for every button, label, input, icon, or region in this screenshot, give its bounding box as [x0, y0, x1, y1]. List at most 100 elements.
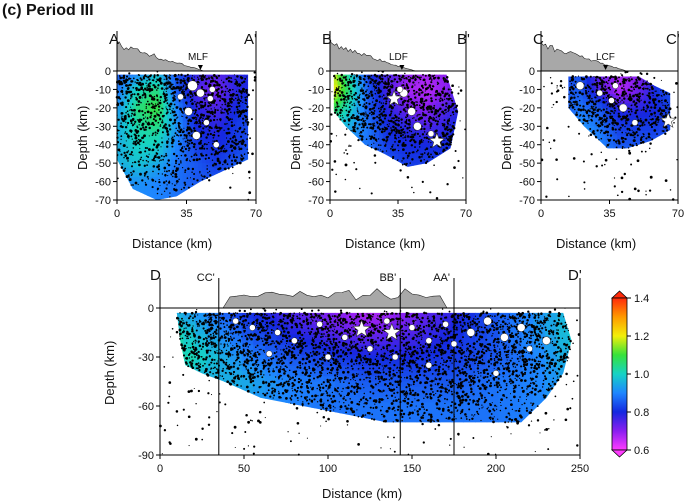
- velocity-cell: [390, 149, 395, 155]
- earthquake-dot: [163, 190, 166, 193]
- earthquake-dot: [426, 147, 428, 150]
- earthquake-dot: [173, 118, 177, 122]
- earthquake-dot: [180, 123, 182, 125]
- earthquake-dot: [186, 103, 188, 105]
- earthquake-dot: [146, 117, 149, 120]
- earthquake-dot: [451, 102, 455, 106]
- velocity-cell: [236, 176, 242, 183]
- velocity-cell: [345, 135, 350, 141]
- velocity-cell: [375, 168, 379, 173]
- earthquake-dot: [196, 117, 198, 119]
- earthquake-dot: [227, 131, 231, 135]
- earthquake-dot: [166, 99, 169, 101]
- earthquake-dot: [418, 116, 422, 120]
- earthquake-dot: [130, 165, 134, 168]
- earthquake-dot: [238, 140, 241, 143]
- velocity-cell: [124, 117, 130, 123]
- velocity-cell: [136, 176, 141, 183]
- velocity-cell: [244, 84, 249, 91]
- earthquake-dot: [442, 134, 445, 138]
- earthquake-dot: [336, 112, 339, 114]
- earthquake-dot: [246, 118, 249, 121]
- velocity-cell: [375, 172, 379, 177]
- earthquake-dot: [339, 108, 343, 112]
- earthquake-dot: [128, 178, 132, 182]
- earthquake-dot: [435, 152, 439, 156]
- earthquake-dot: [127, 134, 130, 137]
- velocity-cell: [424, 144, 429, 150]
- velocity-cell: [364, 74, 369, 77]
- earthquake-dot: [229, 111, 232, 114]
- velocity-cell: [182, 75, 188, 81]
- earthquake-dot: [406, 154, 410, 158]
- velocity-cell: [356, 149, 361, 155]
- earthquake-dot: [384, 128, 387, 131]
- panel-a-topography: [116, 41, 256, 72]
- earthquake-dot: [188, 135, 190, 137]
- velocity-cell: [670, 94, 674, 99]
- earthquake-dot: [353, 104, 356, 107]
- velocity-cell: [178, 181, 184, 187]
- y-tick-label: -60: [95, 177, 111, 189]
- earthquake-dot: [150, 74, 152, 77]
- earthquake-dot: [432, 136, 436, 139]
- velocity-cell: [436, 172, 440, 177]
- velocity-cell: [364, 153, 369, 160]
- earthquake-dot: [370, 146, 373, 149]
- velocity-cell: [409, 149, 414, 155]
- panel-A: 0 35 700-10-20-30-40-50-60-70 A A' MLF Dis…: [75, 31, 262, 251]
- earthquake-dot: [125, 140, 127, 142]
- earthquake-dot: [193, 127, 196, 130]
- velocity-cell: [639, 84, 645, 91]
- earthquake-dot: [121, 125, 124, 129]
- earthquake-dot: [174, 184, 176, 187]
- velocity-cell: [398, 103, 403, 109]
- earthquake-dot: [368, 102, 371, 105]
- earthquake-dot: [119, 76, 122, 80]
- earthquake-dot: [415, 109, 418, 112]
- velocity-cell: [367, 140, 373, 146]
- velocity-cell: [345, 191, 349, 196]
- velocity-cell: [132, 149, 137, 155]
- earthquake-dot: [220, 97, 222, 99]
- earthquake-dot: [238, 146, 240, 148]
- velocity-cell: [447, 144, 452, 150]
- earthquake-dot: [136, 92, 140, 96]
- velocity-cell: [443, 74, 448, 77]
- velocity-cell: [624, 84, 630, 91]
- earthquake-dot: [199, 170, 201, 173]
- velocity-cell: [416, 107, 422, 114]
- velocity-cell: [541, 76, 545, 81]
- earthquake-dot: [365, 120, 367, 122]
- earthquake-dot: [418, 77, 420, 79]
- earthquake-dot: [217, 134, 220, 137]
- velocity-cell: [420, 140, 426, 146]
- earthquake-dot: [378, 101, 381, 103]
- velocity-cell: [167, 181, 172, 187]
- velocity-cell: [432, 153, 437, 160]
- earthquake-dot: [193, 172, 196, 176]
- earthquake-dot: [171, 111, 175, 114]
- velocity-cell: [159, 172, 164, 178]
- velocity-cell: [132, 186, 137, 192]
- velocity-cell: [190, 89, 195, 95]
- earthquake-dot: [451, 111, 455, 114]
- earthquake-dot: [132, 147, 135, 149]
- velocity-cell: [240, 74, 246, 77]
- velocity-cell: [413, 158, 418, 164]
- velocity-cell: [128, 140, 134, 146]
- earthquake-dot: [423, 94, 426, 97]
- earthquake-dot: [203, 147, 206, 150]
- velocity-cell: [213, 112, 218, 118]
- velocity-cell: [209, 186, 215, 192]
- earthquake-dot: [402, 108, 406, 111]
- earthquake-dot: [438, 98, 440, 100]
- velocity-cell: [416, 84, 422, 91]
- velocity-cell: [337, 140, 342, 146]
- earthquake-dot: [426, 153, 429, 156]
- velocity-cell: [590, 84, 595, 91]
- velocity-cell: [205, 75, 211, 81]
- earthquake-dot: [249, 137, 252, 140]
- earthquake-dot: [171, 110, 173, 112]
- velocity-cell: [120, 186, 126, 192]
